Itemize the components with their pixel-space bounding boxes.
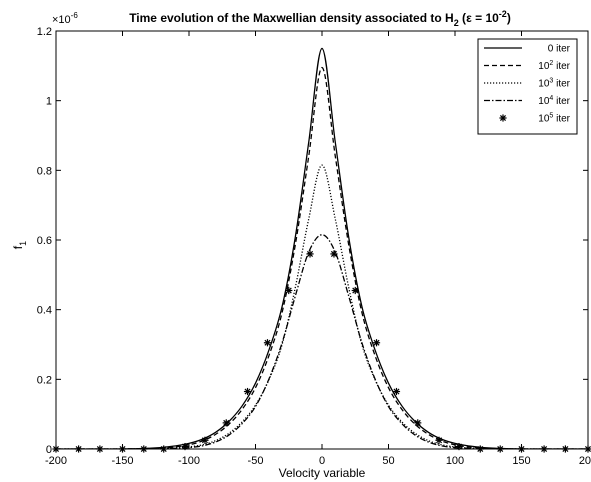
legend-marker [499, 114, 507, 122]
data-point [52, 445, 60, 453]
y-multiplier: ×10-6 [52, 11, 78, 26]
x-tick-label: 0 [319, 455, 325, 467]
x-tick-label: 200 [579, 455, 591, 467]
legend-entry: 102 iter [484, 60, 571, 72]
data-point [372, 339, 381, 347]
series-3-line [56, 234, 588, 449]
x-tick-label: -100 [178, 455, 200, 467]
data-point [140, 445, 148, 453]
data-point [222, 419, 230, 427]
data-point [118, 445, 127, 453]
x-tick-label: -200 [45, 455, 67, 467]
data-point [584, 445, 591, 453]
data-point [306, 250, 314, 258]
data-point [561, 445, 569, 453]
legend-label: 105 iter [538, 113, 570, 125]
data-point [517, 445, 526, 453]
x-tick-label: 150 [512, 455, 530, 467]
y-tick-label: 1.2 [37, 26, 52, 38]
data-point [330, 250, 338, 258]
chart-title: Time evolution of the Maxwellian density… [129, 9, 511, 28]
y-tick-label: 1 [46, 96, 52, 108]
y-axis-label: f1 [11, 241, 28, 249]
legend-label: 0 iter [548, 44, 571, 55]
y-tick-label: 0.8 [37, 165, 52, 177]
y-tick-label: 0.6 [37, 235, 52, 247]
series-1-line [56, 66, 588, 449]
y-tick-label: 0.2 [37, 374, 52, 386]
data-point [414, 419, 422, 427]
data-point [435, 436, 443, 444]
data-point [351, 286, 359, 295]
data-point [181, 442, 189, 451]
series-2-line [56, 164, 588, 449]
legend: 0 iter 102 iter 103 iter 104 iter 105 iter [477, 38, 578, 135]
data-point [263, 339, 272, 347]
data-point [476, 445, 484, 453]
data-point [160, 445, 168, 453]
data-point [285, 286, 293, 295]
data-point [540, 445, 548, 453]
legend-box [477, 38, 578, 135]
series-0-line [56, 47, 588, 449]
y-tick-label: 0.4 [37, 305, 52, 317]
series-layer [52, 47, 591, 453]
legend-label: 103 iter [538, 78, 570, 90]
data-point [201, 436, 209, 444]
legend-entry: 103 iter [484, 78, 571, 90]
x-tick-label: -150 [111, 455, 133, 467]
legend-entry: 105 iter [499, 113, 571, 125]
legend-entry: 0 iter [484, 44, 571, 55]
data-point [243, 387, 252, 396]
x-tick-label: -50 [248, 455, 264, 467]
x-tick-label: 50 [382, 455, 394, 467]
y-tick-label: 0 [46, 444, 52, 456]
data-point [392, 387, 401, 396]
x-tick-label: 100 [446, 455, 464, 467]
legend-label: 102 iter [538, 60, 570, 72]
x-axis-label: Velocity variable [279, 466, 366, 480]
legend-label: 104 iter [538, 95, 570, 107]
data-point [75, 445, 83, 453]
series-4-markers [52, 250, 591, 453]
data-point [496, 445, 504, 453]
data-point [455, 442, 463, 451]
data-point [96, 445, 104, 453]
legend-entry: 104 iter [484, 95, 571, 107]
